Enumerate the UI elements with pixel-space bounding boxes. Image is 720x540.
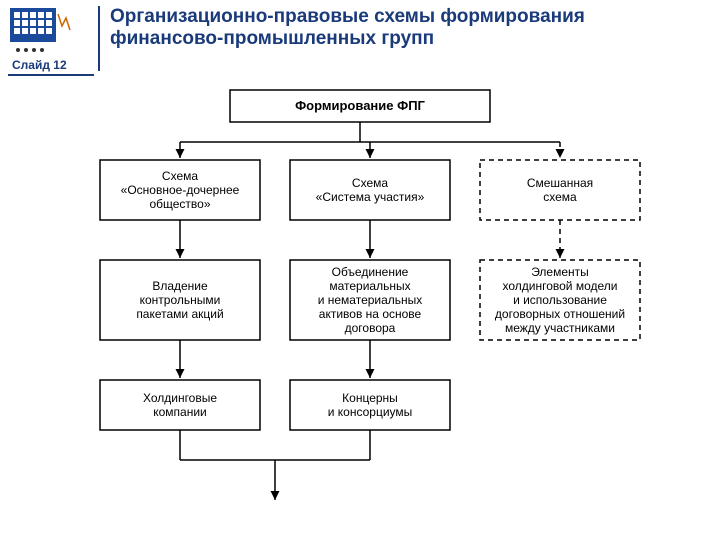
slide-number: Слайд 12 <box>12 58 67 72</box>
node-label: между участниками <box>505 321 615 335</box>
node-label: Концерны <box>342 391 398 405</box>
header-underline <box>8 74 94 76</box>
node-label: материальных <box>329 279 410 293</box>
node-label: пакетами акций <box>136 307 223 321</box>
node-label: и консорциумы <box>328 405 413 419</box>
node-label: холдинговой модели <box>503 279 618 293</box>
node-label: Схема <box>352 176 388 190</box>
node-label: «Основное-дочернее <box>121 183 240 197</box>
node-label: и использование <box>513 293 607 307</box>
node-label: Схема <box>162 169 198 183</box>
node-label: «Система участия» <box>316 190 425 204</box>
page-title: Организационно-правовые схемы формирован… <box>110 6 700 50</box>
title-line1: Организационно-правовые схемы формирован… <box>110 6 585 27</box>
header-divider <box>98 6 100 71</box>
title-line2: финансово-промышленных групп <box>110 28 434 49</box>
node-label: активов на основе <box>319 307 422 321</box>
node-label: компании <box>153 405 207 419</box>
node-label: Смешанная <box>527 176 593 190</box>
node-label: общество» <box>149 197 210 211</box>
node-label: Элементы <box>531 265 589 279</box>
node-label: и нематериальных <box>318 293 423 307</box>
node-label: договорных отношений <box>495 307 625 321</box>
node-label: договора <box>345 321 396 335</box>
node-label: Холдинговые <box>143 391 217 405</box>
logo-icon <box>8 6 76 54</box>
flowchart-diagram: Формирование ФПГСхема«Основное-дочернеео… <box>0 80 720 540</box>
node-label: Формирование ФПГ <box>295 98 425 113</box>
node-label: Объединение <box>332 265 409 279</box>
node-label: схема <box>543 190 577 204</box>
node-label: Владение <box>152 279 208 293</box>
node-label: контрольными <box>140 293 221 307</box>
